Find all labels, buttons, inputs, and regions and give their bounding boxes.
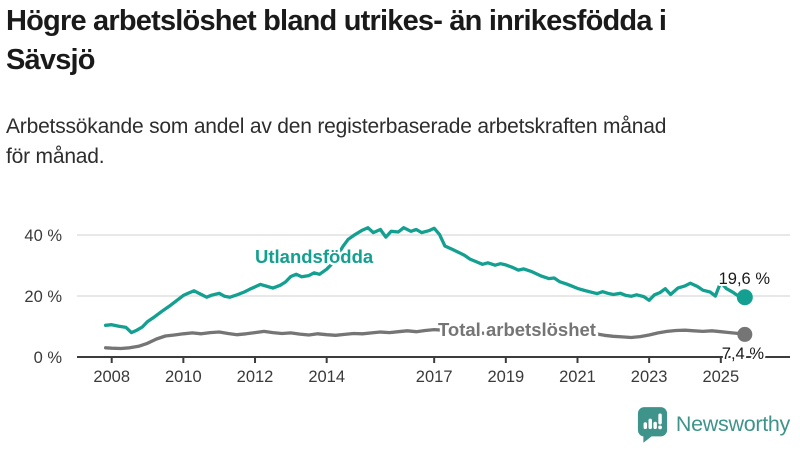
x-axis-label-2019: 2019 (487, 368, 524, 386)
x-axis-label-2008: 2008 (93, 368, 130, 386)
x-axis-label-2025: 2025 (702, 368, 739, 386)
subtitle-line-1: Arbetssökande som andel av den registerb… (6, 115, 667, 138)
value-label-utlandsf-dda: 19,6 % (719, 270, 771, 288)
speech-bubble-shape (637, 407, 667, 443)
series-label-total-arbetsl-shet: Total arbetslöshet (438, 319, 596, 340)
chart-subtitle: Arbetssökande som andel av den registerb… (6, 112, 666, 172)
y-axis-label-40: 40 % (24, 227, 62, 245)
newsworthy-wordmark: Newsworthy (675, 412, 790, 436)
bar-3 (653, 421, 657, 430)
title-line-1: Högre arbetslöshet bland utrikes- än inr… (6, 5, 667, 37)
x-axis-label-2023: 2023 (631, 368, 668, 386)
bar-1 (643, 422, 647, 430)
x-axis-label-2017: 2017 (416, 368, 453, 386)
end-dot-total-arbetsl-shet (737, 326, 753, 342)
title-line-2: Sävsjö (6, 44, 96, 76)
line-utlandsf-dda (103, 226, 747, 335)
series-label-utlandsf-dda: Utlandsfödda (255, 246, 374, 267)
subtitle-line-2: för månad. (6, 145, 105, 168)
x-axis-label-2014: 2014 (308, 368, 345, 386)
page-title: Högre arbetslöshet bland utrikes- än inr… (6, 2, 667, 80)
exclamation-bar (658, 413, 662, 425)
y-axis-label-20: 20 % (24, 288, 62, 306)
newsworthy-logo[interactable]: Newsworthy (637, 406, 790, 443)
x-axis-label-2010: 2010 (165, 368, 202, 386)
end-dot-utlandsf-dda (736, 289, 753, 306)
x-axis-label-2021: 2021 (559, 368, 596, 386)
value-label-total-arbetsl-shet: 7,4 % (722, 345, 765, 363)
exclamation-dot (658, 425, 662, 430)
unemployment-line-chart: 0 % 20 % 40 % 2008 2010 2012 2014 2017 2019 2021 2… (24, 226, 790, 386)
y-axis-label-0: 0 % (34, 349, 63, 367)
bar-2 (648, 418, 652, 430)
x-axis-label-2012: 2012 (237, 368, 274, 386)
line-total-arbetsl-shet (103, 326, 747, 351)
newsworthy-logo-icon (637, 407, 667, 443)
